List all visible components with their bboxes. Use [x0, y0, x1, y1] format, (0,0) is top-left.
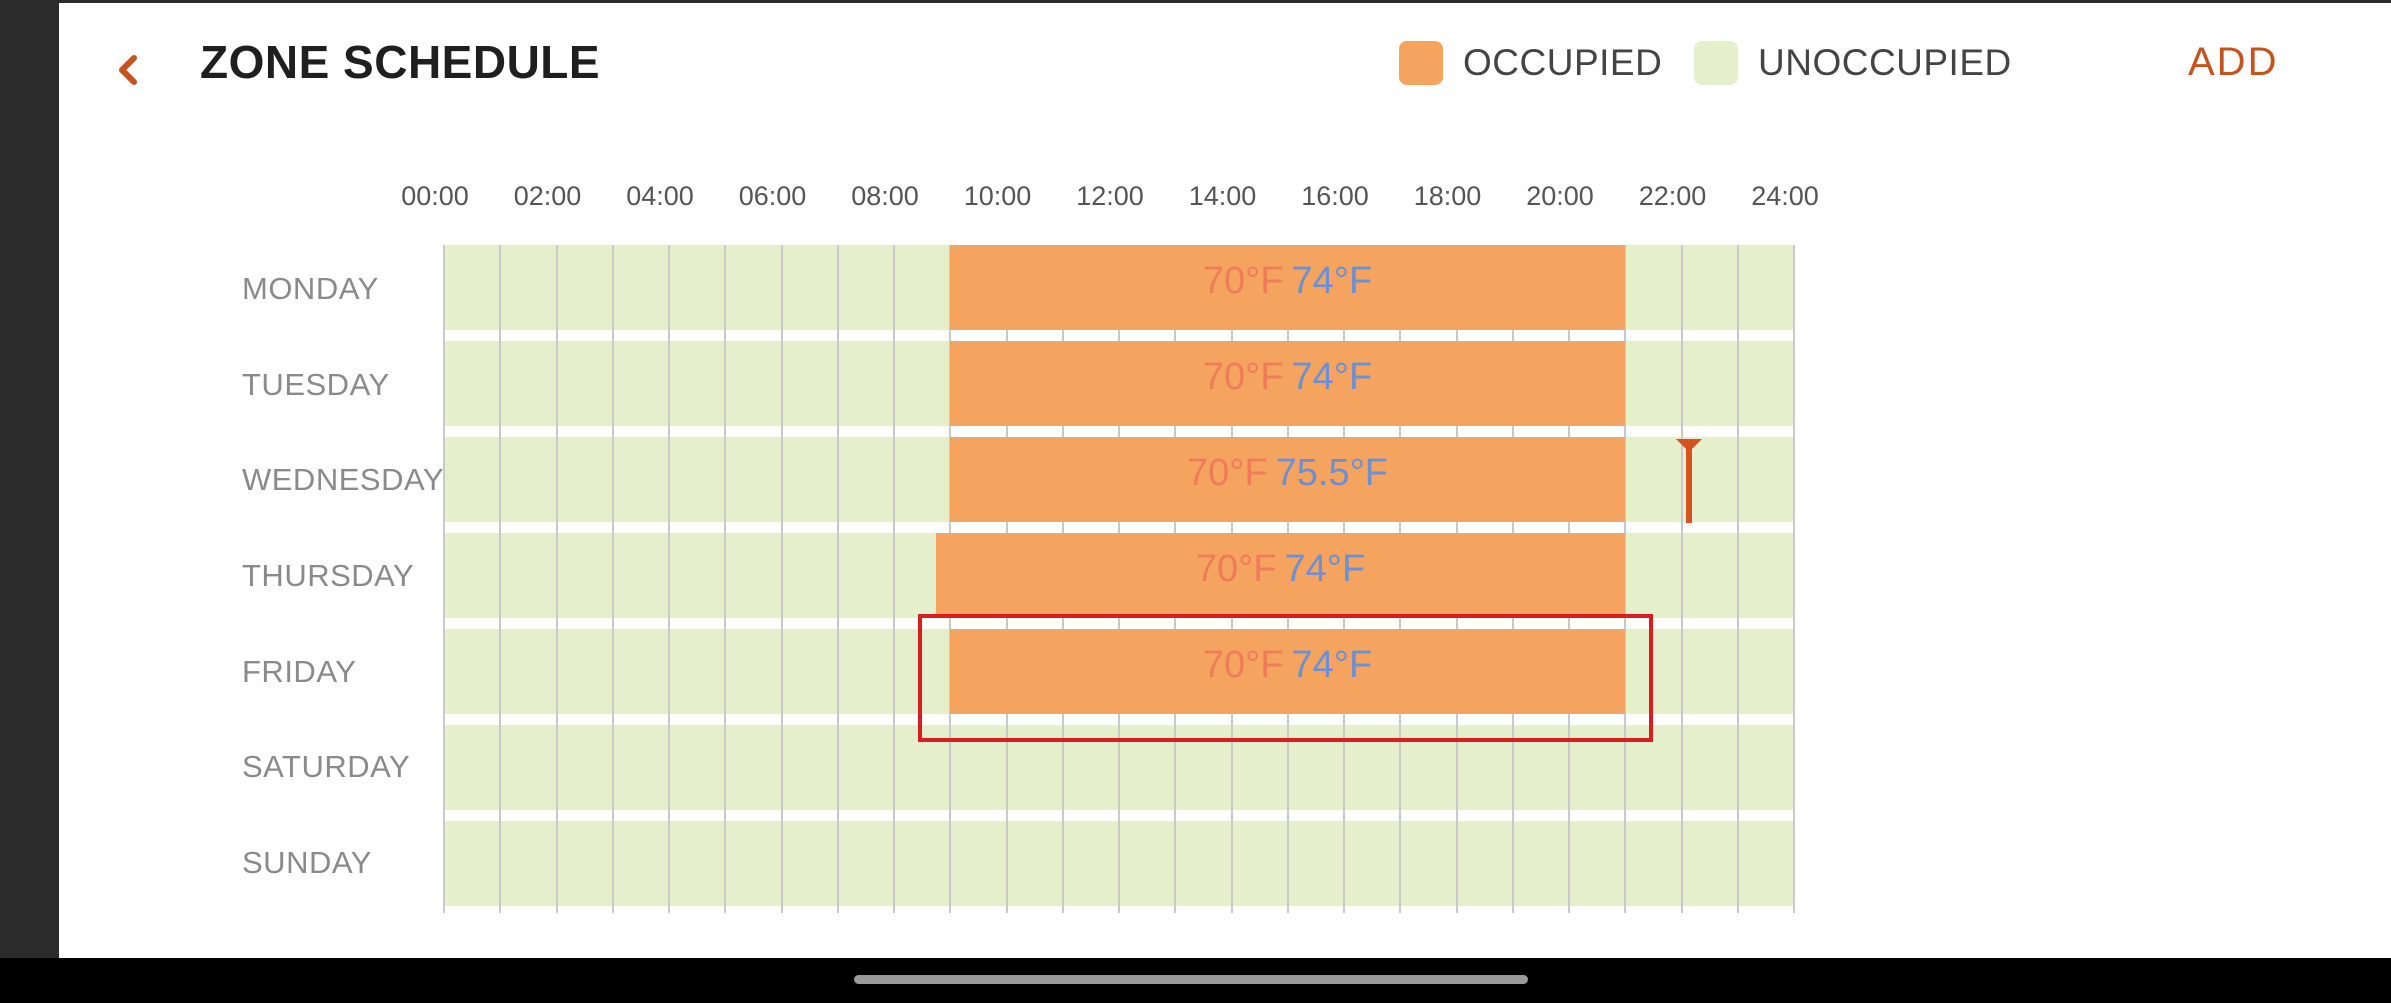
- grid-hour-line: [1624, 245, 1626, 913]
- grid-hour-line: [724, 245, 726, 913]
- legend-unoccupied-label: UNOCCUPIED: [1758, 42, 2012, 83]
- grid-hour-line: [893, 245, 895, 913]
- grid-hour-line: [556, 245, 558, 913]
- cool-setpoint: 74°F: [1284, 548, 1366, 590]
- grid-hour-line: [668, 245, 670, 913]
- cool-setpoint: 75.5°F: [1275, 452, 1389, 494]
- schedule-grid: 70°F 74°F 70°F 74°F 70°F 75.5°F 70°F 74°F 70°F 74…: [443, 245, 1795, 913]
- window-left-edge: [0, 0, 59, 958]
- occupied-block-tuesday[interactable]: 70°F 74°F: [950, 341, 1625, 426]
- setpoint-temps: 70°F 74°F: [1196, 548, 1365, 591]
- day-label-thursday: THURSDAY: [242, 558, 415, 593]
- day-label-monday: MONDAY: [242, 271, 379, 306]
- add-button[interactable]: ADD: [2188, 40, 2279, 84]
- legend-unoccupied-swatch: [1694, 41, 1738, 85]
- grid-hour-line: [443, 245, 445, 913]
- cool-setpoint: 74°F: [1291, 260, 1373, 302]
- window-top-edge: [0, 0, 2391, 3]
- time-tick-label: 10:00: [963, 181, 1032, 211]
- grid-hour-line: [837, 245, 839, 913]
- time-tick-label: 16:00: [1301, 181, 1369, 211]
- time-tick-label: 00:00: [401, 181, 469, 211]
- setpoint-temps: 70°F 74°F: [1203, 260, 1372, 303]
- home-indicator-bar[interactable]: [854, 975, 1528, 984]
- day-label-sunday: SUNDAY: [242, 845, 372, 880]
- time-tick-label: 06:00: [738, 181, 807, 211]
- day-label-wednesday: WEDNESDAY: [242, 462, 445, 497]
- page-title: ZONE SCHEDULE: [200, 36, 601, 88]
- setpoint-temps: 70°F 75.5°F: [1187, 452, 1388, 495]
- zone-schedule-screen: ZONE SCHEDULE OCCUPIED UNOCCUPIED ADD 00…: [0, 0, 2391, 958]
- chevron-left-icon: [119, 55, 137, 85]
- grid-hour-line: [781, 245, 783, 913]
- time-tick-label: 20:00: [1526, 181, 1594, 211]
- heat-setpoint: 70°F: [1202, 260, 1284, 302]
- occupied-block-thursday[interactable]: 70°F 74°F: [936, 533, 1625, 618]
- day-label-saturday: SATURDAY: [242, 749, 411, 784]
- setpoint-temps: 70°F 74°F: [1203, 356, 1372, 399]
- occupied-block-monday[interactable]: 70°F 74°F: [950, 245, 1625, 330]
- time-tick-label: 14:00: [1188, 181, 1257, 211]
- legend-occupied-swatch: [1399, 41, 1443, 85]
- legend-occupied-label: OCCUPIED: [1463, 42, 1663, 83]
- setpoint-temps: 70°F 74°F: [1203, 644, 1372, 687]
- time-tick-label: 08:00: [851, 181, 919, 211]
- grid-hour-line: [1681, 245, 1683, 913]
- occupied-block-friday[interactable]: 70°F 74°F: [950, 629, 1625, 714]
- grid-hour-line: [1793, 245, 1795, 913]
- grid-hour-line: [499, 245, 501, 913]
- grid-hour-line: [612, 245, 614, 913]
- day-label-tuesday: TUESDAY: [242, 367, 390, 402]
- heat-setpoint: 70°F: [1195, 548, 1277, 590]
- current-time-marker: [1676, 439, 1702, 523]
- time-tick-label: 02:00: [513, 181, 582, 211]
- time-tick-label: 12:00: [1076, 181, 1144, 211]
- time-tick-label: 04:00: [626, 181, 694, 211]
- cool-setpoint: 74°F: [1291, 644, 1373, 686]
- heat-setpoint: 70°F: [1186, 452, 1268, 494]
- back-button[interactable]: [108, 46, 150, 94]
- cool-setpoint: 74°F: [1291, 356, 1373, 398]
- grid-hour-line: [1737, 245, 1739, 913]
- time-tick-label: 24:00: [1751, 181, 1819, 211]
- occupied-block-wednesday[interactable]: 70°F 75.5°F: [950, 437, 1625, 522]
- time-tick-label: 22:00: [1638, 181, 1707, 211]
- heat-setpoint: 70°F: [1202, 644, 1284, 686]
- time-tick-label: 18:00: [1413, 181, 1482, 211]
- heat-setpoint: 70°F: [1202, 356, 1284, 398]
- day-label-friday: FRIDAY: [242, 654, 357, 689]
